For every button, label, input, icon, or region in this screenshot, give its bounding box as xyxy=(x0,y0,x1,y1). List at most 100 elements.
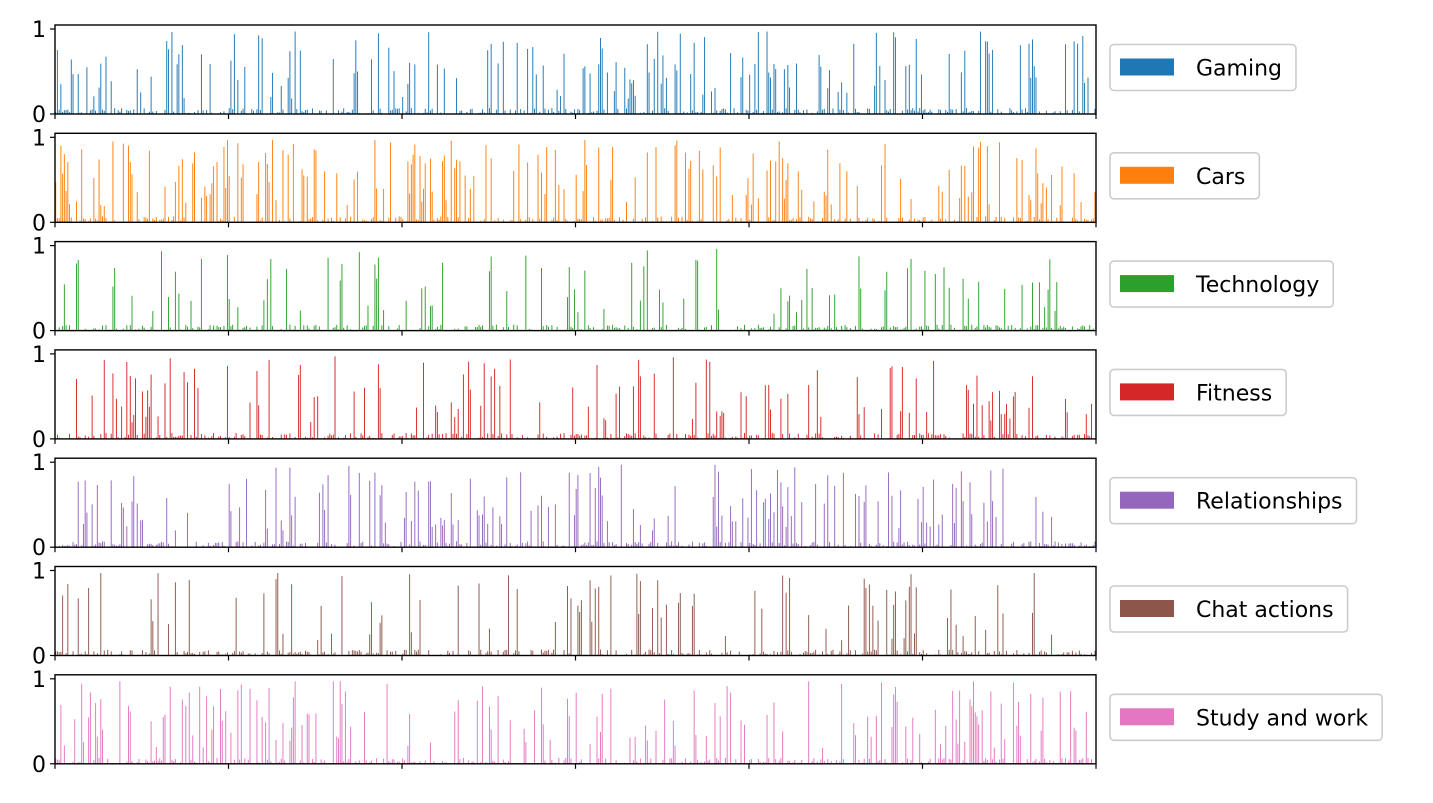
bar xyxy=(489,706,490,763)
bar xyxy=(132,651,133,656)
bar xyxy=(699,151,700,222)
bar xyxy=(789,578,790,656)
bar xyxy=(933,480,934,548)
bar xyxy=(949,170,950,222)
bar xyxy=(498,696,499,764)
bar xyxy=(210,325,211,330)
bar xyxy=(199,687,200,764)
bar xyxy=(938,650,939,656)
bar xyxy=(916,378,917,439)
bar xyxy=(973,681,974,763)
bar xyxy=(322,484,323,547)
bar xyxy=(1029,408,1030,439)
bar xyxy=(912,718,913,764)
bar xyxy=(911,574,912,655)
bar xyxy=(376,188,377,222)
bar xyxy=(201,54,202,114)
bar xyxy=(558,185,559,222)
bar xyxy=(824,504,825,548)
bar xyxy=(697,261,698,331)
bar xyxy=(95,703,96,764)
bar xyxy=(357,172,358,223)
bar xyxy=(1030,200,1031,222)
bar xyxy=(282,723,283,764)
bar xyxy=(409,714,410,764)
bar xyxy=(711,91,712,114)
bar xyxy=(992,392,993,439)
bar xyxy=(114,268,115,331)
bar xyxy=(501,524,502,547)
bar xyxy=(194,369,195,439)
bar xyxy=(1065,44,1066,114)
bar xyxy=(989,204,990,222)
legend-swatch xyxy=(1120,59,1174,76)
bar xyxy=(430,481,431,547)
bar xyxy=(437,412,438,439)
bar xyxy=(777,470,778,547)
bar xyxy=(86,513,87,548)
bar xyxy=(300,365,301,439)
bar xyxy=(237,307,238,330)
bar xyxy=(867,717,868,764)
bar xyxy=(829,70,830,114)
bar xyxy=(64,284,65,330)
bar xyxy=(715,703,716,764)
bar xyxy=(1013,542,1014,547)
bar xyxy=(864,759,865,764)
bar xyxy=(381,615,382,655)
bar xyxy=(295,32,296,114)
bar xyxy=(768,519,769,547)
bar xyxy=(909,587,910,656)
bar xyxy=(371,59,372,114)
bar xyxy=(747,518,748,548)
bar xyxy=(824,109,825,114)
bar xyxy=(277,573,278,655)
bar xyxy=(416,408,417,439)
bar xyxy=(453,524,454,547)
bar xyxy=(409,574,410,655)
bar xyxy=(246,479,247,547)
bar xyxy=(400,542,401,547)
bar xyxy=(564,650,565,656)
bar xyxy=(116,399,117,439)
bar xyxy=(498,650,499,655)
bar xyxy=(387,650,388,655)
bar xyxy=(315,151,316,223)
bar xyxy=(891,639,892,656)
y-tick-label: 0 xyxy=(32,536,46,561)
bar xyxy=(1037,173,1038,222)
bar xyxy=(673,357,674,439)
bar xyxy=(577,312,578,330)
bar xyxy=(106,57,107,114)
bar xyxy=(152,311,153,331)
bar xyxy=(227,366,228,439)
bar xyxy=(723,109,724,114)
bar xyxy=(378,33,379,114)
bar xyxy=(435,406,436,439)
bar xyxy=(865,588,866,656)
legend-label: Relationships xyxy=(1196,490,1343,515)
bar xyxy=(938,758,939,764)
bar xyxy=(636,574,637,656)
bar xyxy=(879,66,880,114)
y-tick-label: 1 xyxy=(32,18,46,43)
bar xyxy=(171,32,172,114)
bar xyxy=(735,521,736,547)
bar xyxy=(477,701,478,764)
bar xyxy=(890,368,891,439)
bar xyxy=(60,705,61,764)
bar xyxy=(312,108,313,114)
bar xyxy=(711,325,712,330)
bar xyxy=(1037,325,1038,330)
bar xyxy=(1016,650,1017,655)
bar xyxy=(789,434,790,439)
bar xyxy=(770,410,771,439)
bar xyxy=(751,759,752,764)
bar xyxy=(944,267,945,330)
bar xyxy=(680,593,681,655)
bar xyxy=(477,510,478,547)
bar xyxy=(128,706,129,764)
bar xyxy=(971,706,972,764)
bar xyxy=(406,301,407,331)
